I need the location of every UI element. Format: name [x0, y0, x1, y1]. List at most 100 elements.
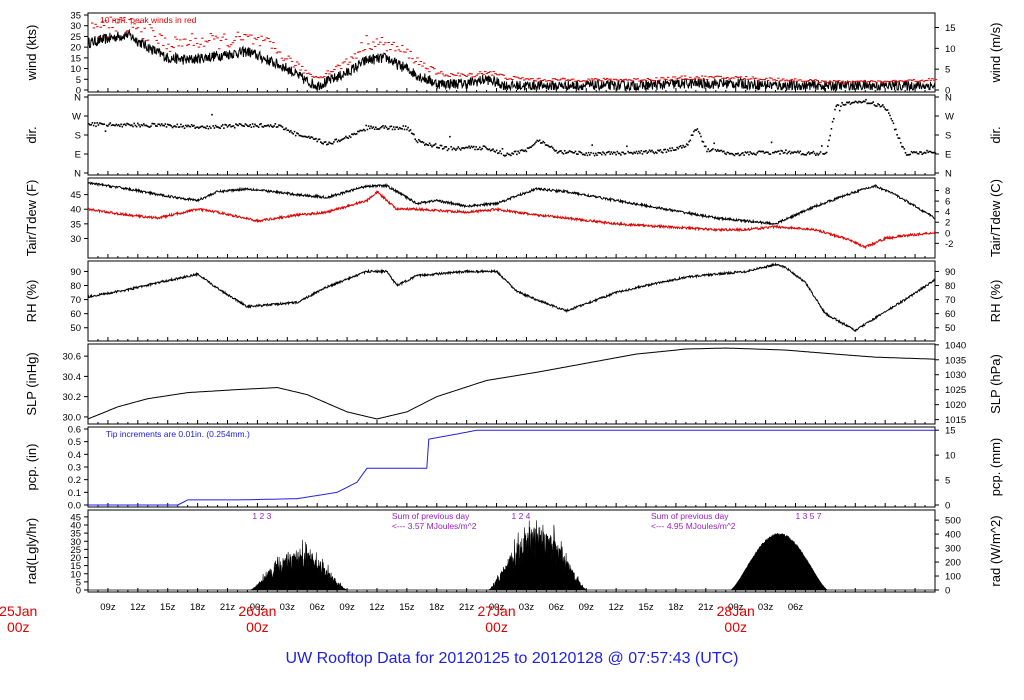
wind-direction-point [353, 132, 356, 135]
wind-direction-point [352, 133, 354, 136]
wind-direction-point [584, 154, 586, 156]
wind-direction-point [632, 153, 634, 155]
wind-direction-point [929, 150, 932, 153]
wind-direction-point [294, 134, 297, 137]
wind-direction-point [269, 124, 272, 126]
wind-direction-point [565, 152, 567, 154]
wind-direction-point [207, 127, 210, 130]
wind-direction-point [610, 151, 613, 153]
wind-direction-point [560, 150, 562, 152]
wind-direction-point [911, 151, 914, 154]
y-tick-label-left: 30 [70, 234, 81, 245]
wind-direction-point [489, 149, 492, 152]
y-label-right: RH (%) [988, 280, 1003, 323]
wind-direction-point [293, 130, 296, 133]
wind-direction-point [573, 151, 576, 154]
wind-direction-point [108, 123, 110, 126]
wind-direction-point [888, 112, 890, 114]
wind-direction-point [425, 143, 427, 145]
wind-direction-point [905, 154, 908, 156]
series-tdew [87, 189, 936, 250]
wind-direction-point [375, 126, 377, 129]
y-tick-label-left: 30.4 [63, 372, 82, 383]
wind-direction-point [803, 153, 805, 156]
wind-direction-point [913, 151, 915, 153]
series-slp [87, 347, 936, 420]
wind-direction-point [436, 146, 438, 149]
x-tick-label: 15z [160, 602, 176, 613]
rad-annotation: Sum of previous day [392, 511, 470, 521]
wind-direction-point [761, 150, 763, 153]
wind-direction-point [593, 154, 596, 157]
wind-direction-point [799, 150, 802, 153]
wind-direction-point [169, 124, 171, 126]
wind-direction-point [122, 123, 125, 126]
wind-direction-point [624, 152, 627, 155]
wind-direction-point [725, 153, 727, 156]
wind-direction-point [669, 147, 671, 150]
wind-direction-point [186, 125, 188, 128]
wind-direction-point [656, 152, 658, 154]
wind-direction-point [629, 151, 632, 154]
wind-direction-point [884, 108, 886, 110]
wind-direction-point [537, 140, 540, 142]
wind-direction-point [305, 136, 308, 138]
wind-direction-point [634, 152, 637, 154]
y-tick-label-left: 0.2 [68, 475, 81, 486]
wind-direction-point [102, 123, 104, 126]
wind-direction-point [837, 104, 840, 107]
chart-title: UW Rooftop Data for 20120125 to 20120128… [285, 650, 739, 667]
wind-direction-point [821, 145, 823, 147]
wind-direction-point [715, 150, 718, 152]
wind-direction-point [635, 150, 638, 153]
wind-direction-point [724, 152, 726, 155]
wind-direction-point [498, 152, 500, 154]
wind-direction-point [165, 126, 168, 128]
y-tick-label-right: N [945, 93, 952, 104]
wind-direction-point [369, 127, 371, 130]
wind-direction-point [446, 149, 449, 152]
wind-direction-point [370, 125, 372, 128]
wind-direction-point [306, 136, 309, 139]
wind-direction-point [259, 123, 261, 126]
y-tick-label-left: 0.4 [68, 450, 81, 461]
x-day-hour-label: 00z [7, 619, 30, 635]
wind-direction-point [389, 125, 391, 128]
wind-direction-point [160, 123, 163, 125]
wind-direction-point [278, 124, 280, 126]
y-tick-label-right: -2 [945, 239, 953, 250]
wind-direction-point [672, 149, 675, 151]
y-label-right: SLP (hPa) [988, 354, 1003, 414]
y-tick-label-left: 0.3 [68, 463, 81, 474]
y-tick-label-right: 0 [945, 501, 950, 512]
wind-direction-point [151, 122, 153, 125]
wind-direction-point [733, 154, 736, 157]
wind-direction-point [453, 148, 456, 150]
wind-direction-point [321, 142, 323, 144]
series-precipitation [88, 429, 935, 506]
wind-direction-point [422, 141, 425, 144]
wind-direction-point [705, 145, 707, 148]
wind-direction-point [409, 129, 412, 131]
wind-direction-point [534, 142, 536, 145]
wind-direction-point [566, 151, 568, 154]
wind-direction-point [874, 105, 877, 107]
wind-direction-point [664, 148, 666, 151]
x-tick-label: 06z [549, 602, 565, 613]
y-label-left: RH (%) [24, 280, 39, 323]
wind-direction-point [806, 152, 809, 154]
wind-direction-point [895, 128, 897, 131]
y-label-left: dir. [24, 126, 39, 143]
wind-direction-point [685, 143, 688, 145]
wind-direction-point [134, 124, 137, 127]
wind-direction-point [371, 127, 373, 129]
wind-direction-point [166, 123, 169, 126]
wind-direction-point [736, 153, 738, 155]
wind-direction-point [284, 128, 286, 131]
wind-direction-point [349, 136, 352, 139]
radiation-day-3 [730, 532, 828, 591]
wind-direction-point [254, 123, 256, 126]
wind-direction-point [756, 152, 758, 154]
wind-direction-point [359, 129, 361, 132]
wind-direction-point [408, 130, 411, 132]
